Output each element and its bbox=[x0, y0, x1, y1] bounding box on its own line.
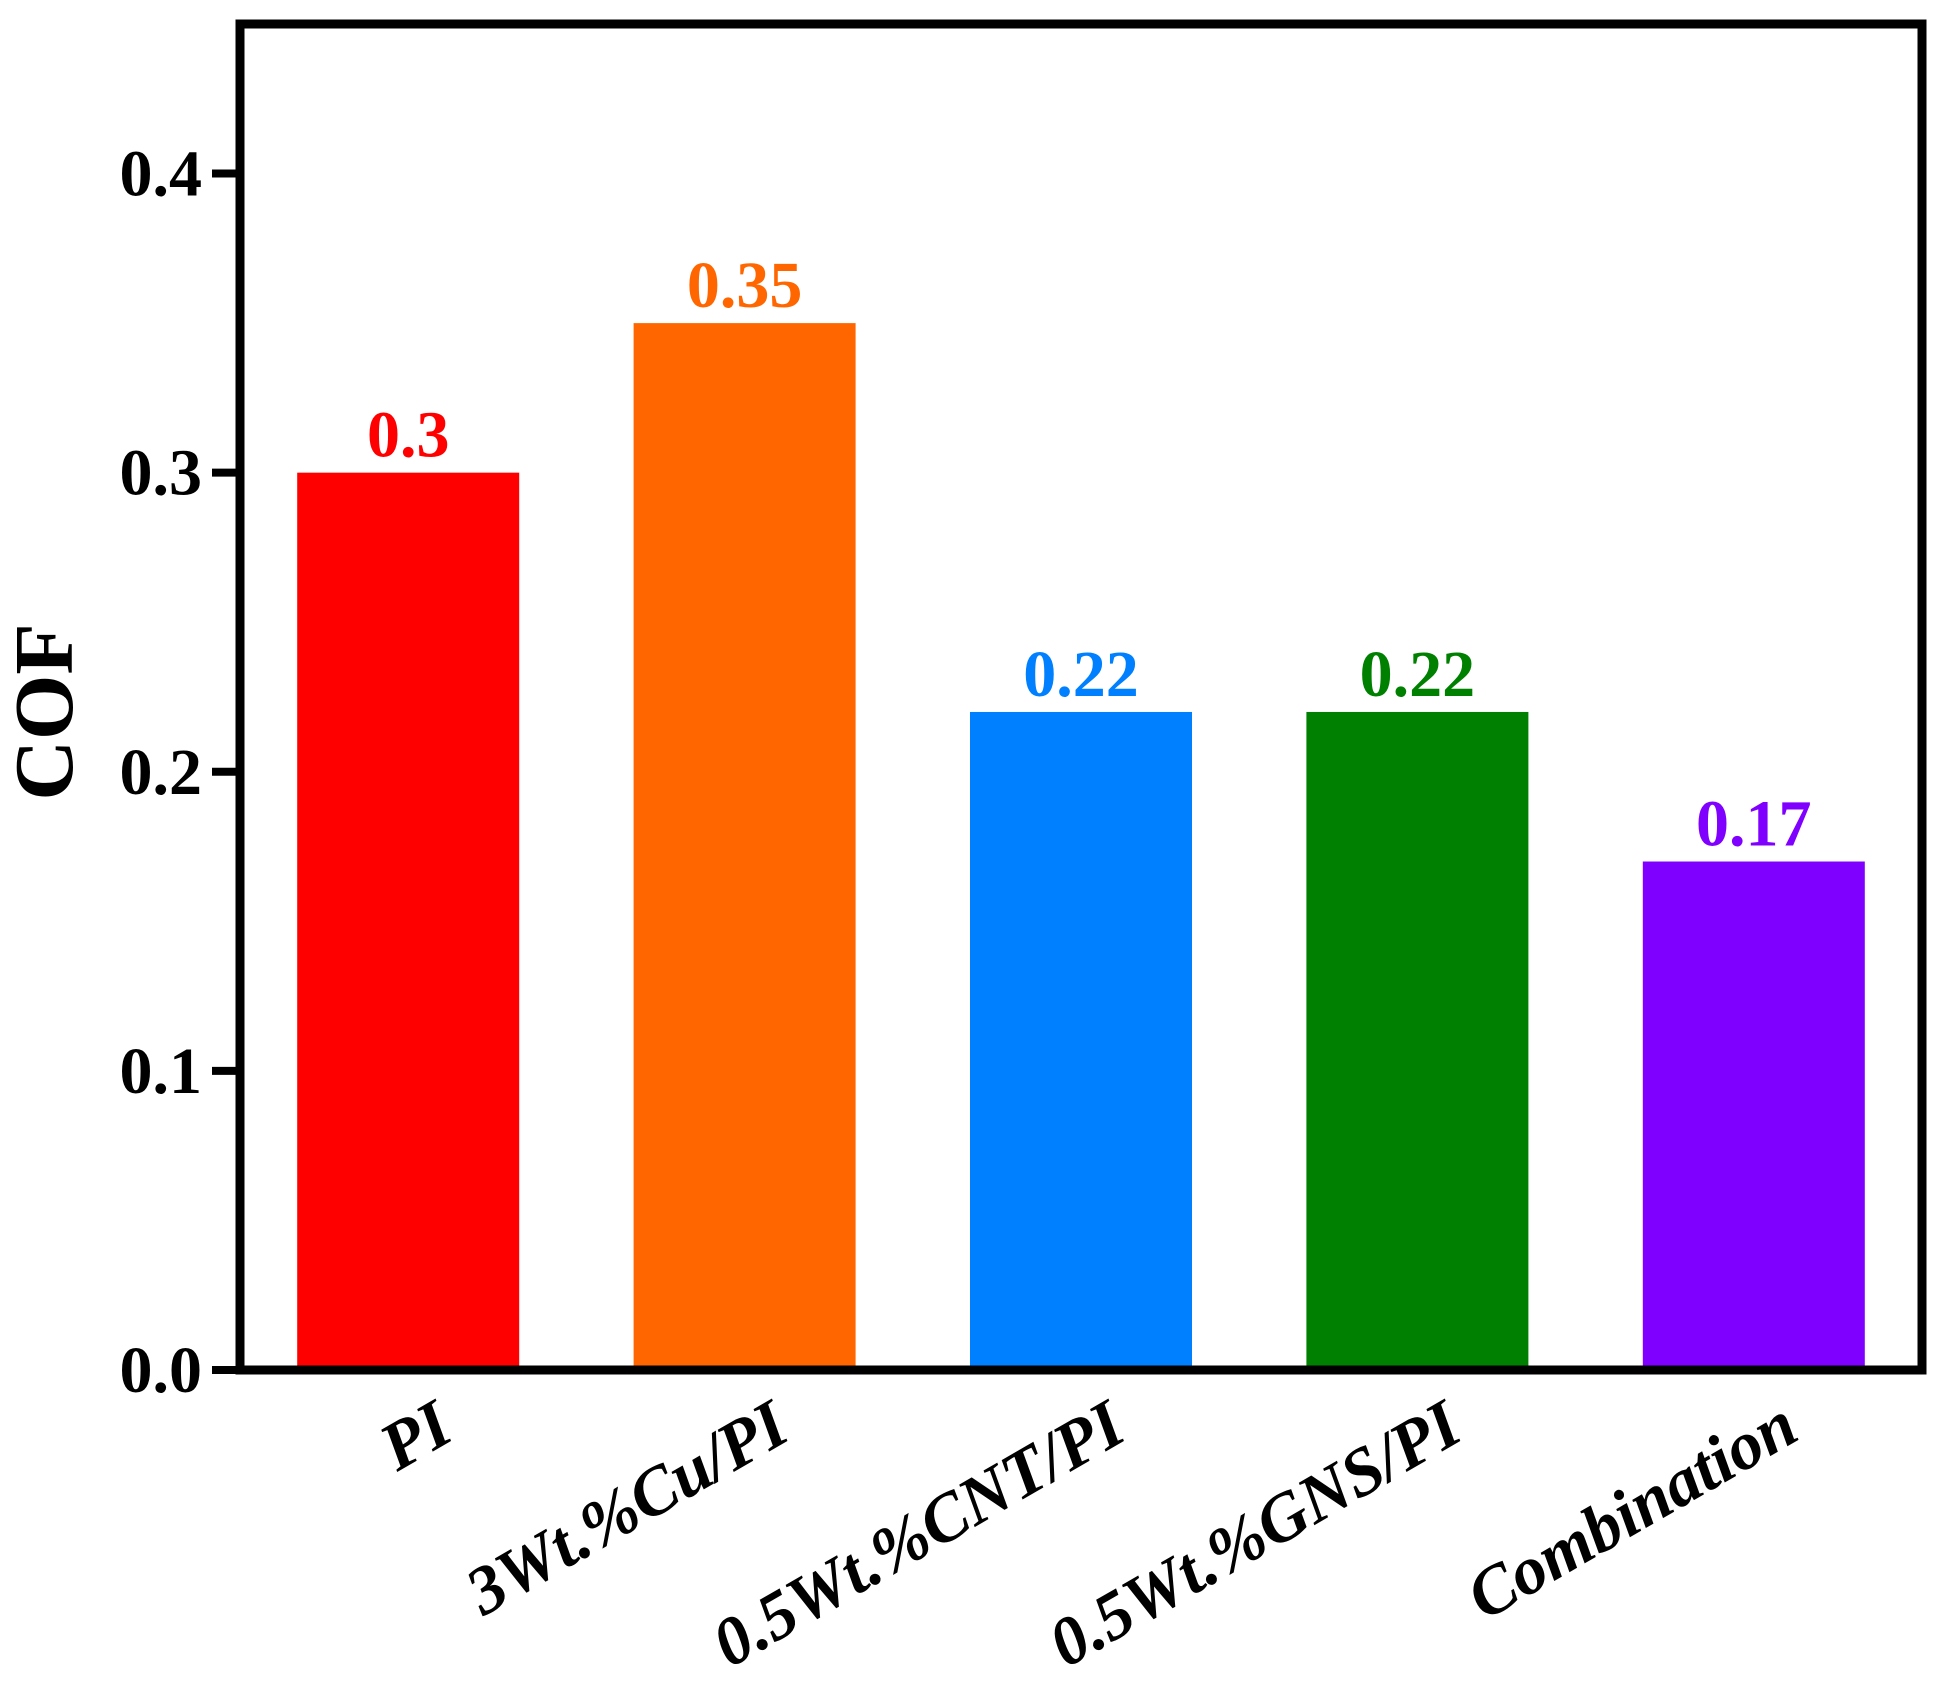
value-label-3: 0.22 bbox=[1360, 638, 1476, 711]
value-label-0: 0.3 bbox=[367, 399, 450, 472]
y-tick-label-2: 0.2 bbox=[120, 736, 203, 809]
x-ticks-layer: PI3Wt.%Cu/PI0.5Wt.%CNT/PI0.5Wt.%GNS/PICo… bbox=[366, 1384, 1809, 1682]
axes-frame bbox=[235, 19, 1927, 1375]
bar-1 bbox=[633, 323, 856, 1371]
value-label-1: 0.35 bbox=[687, 249, 803, 322]
bars-layer bbox=[297, 323, 1865, 1371]
axes-layer bbox=[235, 19, 1927, 1375]
y-tick-label-4: 0.4 bbox=[120, 138, 203, 211]
bar-4 bbox=[1642, 861, 1865, 1370]
value-label-2: 0.22 bbox=[1023, 638, 1139, 711]
y-axis-label: COF bbox=[0, 623, 91, 800]
x-tick-label-4: Combination bbox=[1454, 1385, 1809, 1634]
value-labels-layer: 0.3 0.35 0.22 0.22 0.17 bbox=[367, 249, 1812, 860]
y-ticks-layer: 0.0 0.1 0.2 0.3 0.4 bbox=[120, 138, 240, 1407]
bar-0 bbox=[297, 472, 520, 1371]
value-label-4: 0.17 bbox=[1696, 788, 1812, 861]
x-tick-label-0: PI bbox=[366, 1384, 466, 1486]
y-tick-label-0: 0.0 bbox=[120, 1334, 203, 1407]
bar-3 bbox=[1306, 711, 1529, 1370]
y-tick-label-1: 0.1 bbox=[120, 1035, 203, 1108]
y-tick-label-3: 0.3 bbox=[120, 437, 203, 510]
bar-2 bbox=[970, 711, 1192, 1370]
